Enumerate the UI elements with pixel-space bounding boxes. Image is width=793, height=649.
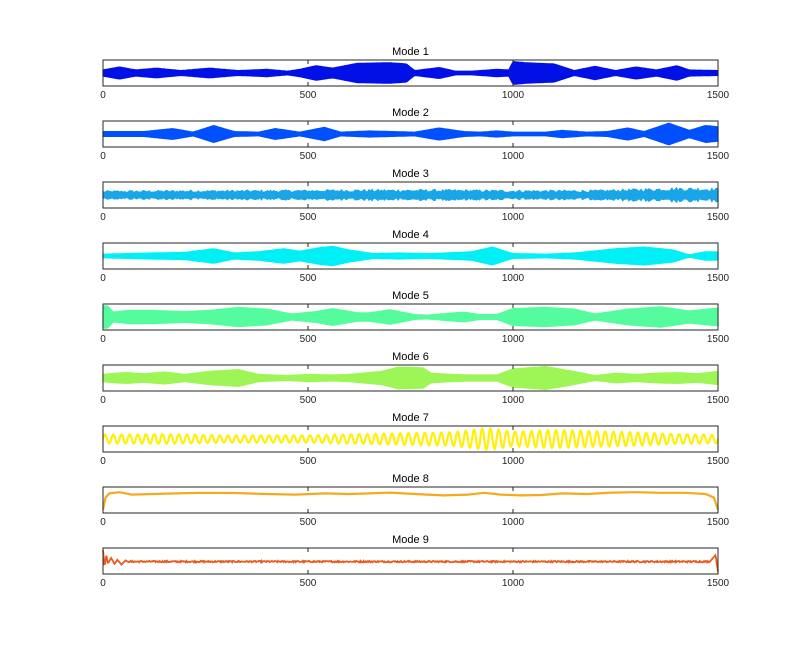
series-line [101,491,720,510]
x-tick-label: 0 [100,517,106,528]
axes-frame [102,120,719,148]
axes-frame [102,242,719,270]
x-tick-label: 1500 [707,517,730,528]
series-line [102,550,719,572]
x-tick-label: 1000 [502,273,525,284]
x-tick-label: 1000 [502,395,525,406]
x-tick-label: 1500 [707,151,730,162]
x-tick-label: 500 [300,151,317,162]
x-tick-label: 1500 [707,90,730,101]
panel-mode-5: Mode 5 0 500 1000 1500 [100,290,729,345]
x-tick-label: 0 [100,334,106,345]
axes-frame [102,364,719,392]
axes-frame [102,59,719,87]
panel-mode-4: Mode 4 0 500 1000 1500 [100,229,729,284]
panel-mode-8: Mode 8 0 500 1000 1500 [100,473,729,528]
panel-mode-1: Mode 1 0 500 1000 1500 [100,46,729,101]
x-tick-label: 0 [100,578,106,589]
panel-title: Mode 4 [392,229,429,241]
x-tick-label: 1500 [707,456,730,467]
x-tick-label: 0 [100,273,106,284]
x-tick-label: 1000 [502,90,525,101]
panel-title: Mode 7 [392,412,429,424]
axes-frame [102,303,719,331]
x-tick-label: 1000 [502,334,525,345]
x-tick-label: 1000 [502,151,525,162]
x-tick-label: 1000 [502,456,525,467]
panel-title: Mode 3 [392,168,429,180]
x-tick-label: 0 [100,456,106,467]
x-tick-label: 0 [100,395,106,406]
panel-mode-6: Mode 6 0 500 1000 1500 [100,351,729,406]
x-tick-label: 500 [300,334,317,345]
panel-title: Mode 5 [392,290,429,302]
x-tick-label: 1500 [707,212,730,223]
x-tick-label: 0 [100,212,106,223]
axes-frame [102,486,719,514]
x-tick-label: 0 [100,90,106,101]
x-tick-label: 500 [300,212,317,223]
x-tick-label: 1500 [707,395,730,406]
axes-frame [102,181,719,209]
x-tick-label: 500 [300,578,317,589]
x-tick-label: 1000 [502,578,525,589]
x-tick-label: 1500 [707,578,730,589]
panel-mode-7: Mode 7 0 500 1000 1500 [100,412,729,467]
axes-frame [102,547,719,575]
x-tick-label: 1000 [502,517,525,528]
series-line [101,426,720,452]
panel-mode-3: Mode 3 0 500 1000 1500 [100,168,729,223]
panel-title: Mode 6 [392,351,429,363]
x-tick-label: 500 [300,517,317,528]
panel-mode-9: Mode 9 0 500 1000 1500 [100,534,729,589]
x-tick-label: 1500 [707,334,730,345]
x-tick-label: 1500 [707,273,730,284]
panel-title: Mode 2 [392,107,429,119]
x-tick-label: 500 [300,90,317,101]
axes-frame [102,425,719,453]
panel-mode-2: Mode 2 0 500 1000 1500 [100,107,729,162]
x-tick-label: 500 [300,273,317,284]
panel-title: Mode 9 [392,534,429,546]
x-tick-label: 500 [300,395,317,406]
x-tick-label: 500 [300,456,317,467]
panel-title: Mode 8 [392,473,429,485]
axes-box [102,486,719,514]
x-tick-label: 1000 [502,212,525,223]
x-tick-label: 0 [100,151,106,162]
panel-title: Mode 1 [392,46,429,58]
